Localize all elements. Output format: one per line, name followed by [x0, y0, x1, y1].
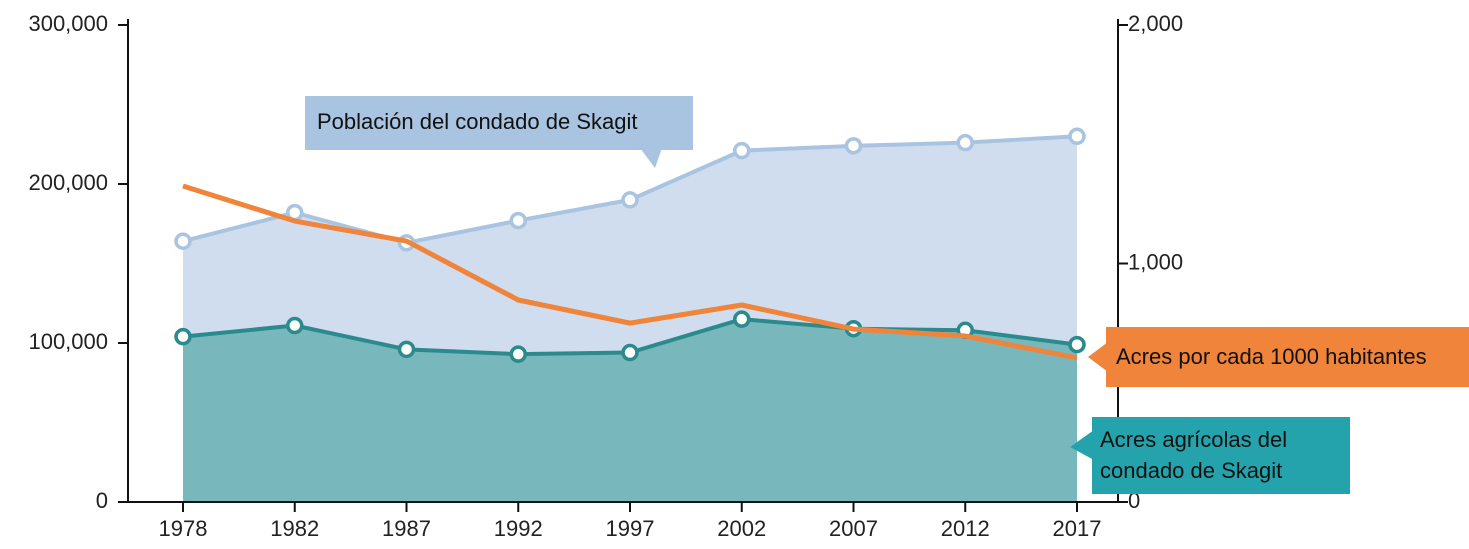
marker — [621, 343, 639, 362]
y-tick-label: 200,000 — [28, 170, 108, 195]
marker — [509, 345, 527, 363]
x-tick-label: 2007 — [829, 516, 878, 541]
area — [183, 319, 1077, 502]
callout-tail — [640, 148, 662, 168]
callout-tail — [1088, 342, 1108, 372]
marker — [621, 191, 639, 209]
line — [182, 183, 1078, 361]
y2-tick-label: 2,000 — [1128, 11, 1183, 36]
x-tick-label: 1982 — [270, 516, 319, 541]
marker — [844, 137, 863, 155]
marker — [1068, 127, 1086, 146]
marker — [509, 211, 527, 230]
series-label: Población del condado de Skagit — [305, 96, 693, 150]
marker — [956, 133, 974, 152]
callout-tail — [1070, 430, 1094, 460]
x-tick-label: 2012 — [941, 516, 990, 541]
marker — [397, 340, 416, 359]
x-tick-label: 2017 — [1053, 516, 1102, 541]
y-tick-label: 300,000 — [28, 11, 108, 36]
areas — [183, 136, 1077, 503]
axes: 0 100,000 200,000 300,000 0 1,000 2,000 1978 198… — [28, 11, 1183, 541]
series-label: Acres agrícolas del condado de Skagit — [1092, 417, 1350, 494]
x-tick-label: 1992 — [494, 516, 543, 541]
marker — [733, 310, 751, 328]
y2-tick-label: 1,000 — [1128, 249, 1183, 274]
marker — [174, 232, 192, 250]
x-tick-label: 1997 — [606, 516, 655, 541]
y-tick-label: 100,000 — [28, 329, 108, 354]
marker — [1068, 335, 1086, 354]
y-tick-label: 0 — [96, 488, 108, 513]
x-tick-label: 2002 — [717, 516, 766, 541]
x-tick-label: 1978 — [159, 516, 208, 541]
lines — [174, 127, 1086, 363]
x-tick-label: 1987 — [382, 516, 431, 541]
marker — [733, 141, 751, 160]
series-label: Acres por cada 1000 habitantes — [1106, 327, 1469, 387]
y2-tick-label: 0 — [1128, 488, 1140, 513]
marker — [174, 327, 192, 346]
marker — [286, 316, 304, 335]
